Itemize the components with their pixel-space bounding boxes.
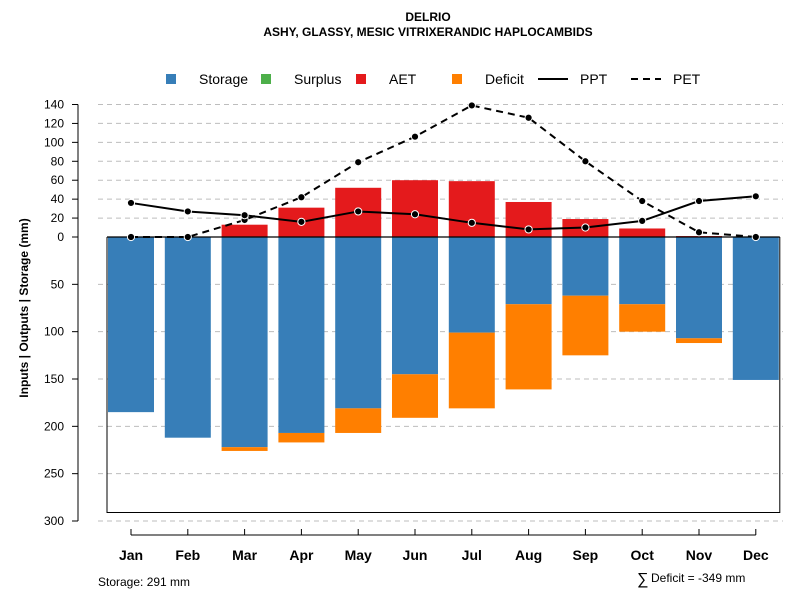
deficit-bar: [676, 338, 722, 344]
y-tick-label: 60: [51, 173, 65, 187]
x-tick-label: Dec: [743, 547, 769, 563]
x-tick-label: Apr: [289, 547, 314, 563]
aet-bar: [619, 228, 666, 237]
legend-label: Deficit: [485, 71, 524, 87]
x-tick-label: Aug: [515, 547, 542, 563]
storage-bar: [108, 237, 154, 413]
ppt-point: [297, 217, 306, 226]
y-axis-label: Inputs | Outputs | Storage (mm): [17, 218, 31, 397]
ppt-point: [638, 216, 647, 226]
deficit-bar: [392, 374, 438, 418]
legend-label: PET: [673, 71, 701, 87]
legend-label: Surplus: [294, 71, 341, 87]
storage-bar: [335, 237, 382, 409]
deficit-bar: [221, 447, 268, 451]
deficit-bar: [335, 408, 382, 433]
storage-bar: [278, 237, 325, 433]
series-lines: [126, 101, 760, 242]
y-tick-label: 80: [51, 154, 65, 168]
deficit-footer: Deficit = -349 mm: [651, 571, 745, 585]
deficit-bar: [448, 332, 495, 409]
storage-footer: Storage: 291 mm: [98, 575, 190, 589]
y-tick-label: 20: [51, 211, 65, 225]
y-tick-label: 40: [51, 192, 65, 206]
pet-point: [183, 232, 192, 242]
deficit-bar: [278, 432, 325, 443]
plot-frame: [106, 236, 781, 513]
pet-point: [638, 196, 647, 206]
pet-line: [131, 104, 756, 238]
y-tick-label: 140: [44, 98, 64, 112]
x-tick-label: Jul: [462, 547, 482, 563]
axes: 0 20 40 60 80 100 120 140 50 100 150 200 250 300 Jan Fe…: [44, 98, 769, 564]
y-tick-label: 300: [44, 514, 64, 528]
storage-capacity-outline: [106, 237, 781, 513]
sigma-symbol: ∑: [637, 571, 648, 588]
pet-point: [524, 113, 533, 122]
x-tick-label: Jan: [119, 547, 143, 563]
storage-bar: [221, 237, 268, 448]
pet-point: [297, 193, 306, 202]
pet-point: [126, 232, 136, 242]
legend-swatch: [261, 74, 271, 84]
bars: [108, 180, 779, 451]
x-tick-label: May: [345, 547, 372, 563]
legend-swatch: [166, 74, 176, 84]
pet-point: [751, 232, 760, 242]
y-tick-label: 0: [57, 230, 64, 244]
x-tick-label: Oct: [631, 547, 655, 563]
ppt-point: [410, 210, 420, 219]
x-tick-label: Sep: [573, 547, 599, 563]
ppt-point: [183, 207, 192, 216]
legend-label: Storage: [199, 71, 248, 87]
deficit-bar: [619, 304, 666, 332]
aet-bar: [448, 181, 495, 237]
legend-swatch: [452, 74, 462, 84]
y-tick-label: 100: [44, 325, 64, 339]
y-tick-label: 100: [44, 135, 64, 149]
y-tick-label: 150: [44, 372, 64, 386]
pet-point: [694, 228, 704, 237]
aet-bar: [392, 180, 438, 237]
legend-label: PPT: [580, 71, 608, 87]
legend-swatch: [356, 74, 366, 84]
ppt-point: [354, 207, 363, 216]
chart-title: DELRIO: [405, 10, 450, 24]
storage-bar: [392, 237, 438, 375]
ppt-point: [467, 218, 476, 227]
storage-bar: [676, 237, 722, 339]
pet-point: [354, 158, 363, 167]
y-tick-label: 200: [44, 419, 64, 433]
y-tick-label: 50: [51, 277, 65, 291]
storage-bar: [164, 237, 211, 438]
deficit-bar: [562, 295, 609, 356]
legend: Storage Surplus AET Deficit PPT PET: [166, 71, 701, 87]
chart-subtitle: ASHY, GLASSY, MESIC VITRIXERANDIC HAPLOC…: [263, 25, 592, 39]
ppt-point: [240, 211, 249, 220]
aet-bar: [221, 224, 268, 237]
pet-point: [410, 132, 420, 141]
storage-bar: [619, 237, 666, 305]
y-tick-label: 120: [44, 116, 64, 130]
x-tick-label: Mar: [232, 547, 257, 563]
ppt-point: [126, 198, 136, 208]
x-tick-label: Nov: [686, 547, 713, 563]
legend-label: AET: [389, 71, 417, 87]
ppt-point: [581, 223, 590, 232]
pet-point: [467, 101, 476, 110]
storage-bar: [732, 237, 779, 380]
storage-bar: [562, 237, 609, 296]
ppt-line: [130, 195, 756, 231]
ppt-point: [751, 192, 760, 201]
x-tick-label: Feb: [175, 547, 200, 563]
ppt-point: [524, 225, 533, 234]
pet-point: [581, 157, 590, 166]
storage-bar: [448, 237, 495, 333]
y-tick-label: 250: [44, 467, 64, 481]
deficit-bar: [505, 304, 552, 390]
x-tick-label: Jun: [403, 547, 428, 563]
storage-bar: [505, 237, 552, 305]
ppt-point: [694, 196, 704, 206]
